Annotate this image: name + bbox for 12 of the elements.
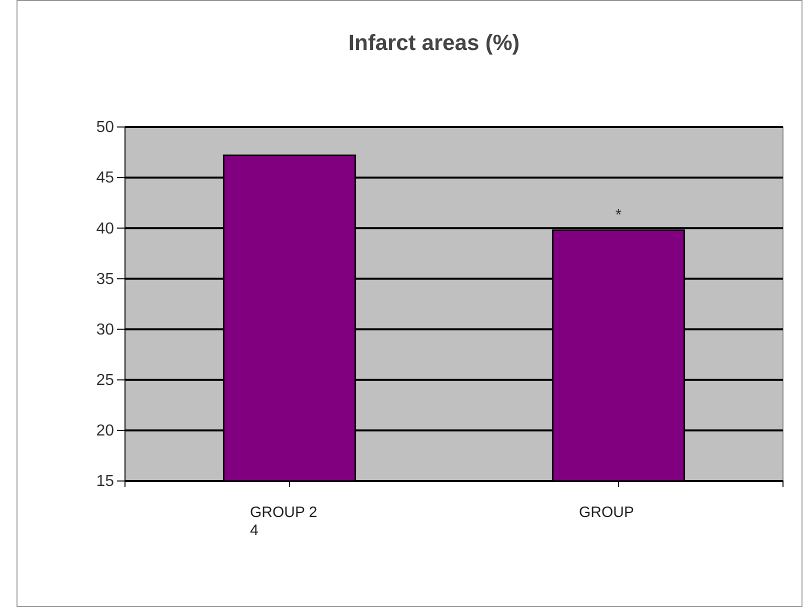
x-tick-label: GROUP 2 4 (250, 504, 318, 539)
y-tick-label: 35 (96, 270, 114, 288)
chart-title: Infarct areas (%) (348, 30, 520, 55)
annotation: * (615, 207, 622, 224)
y-tick-label: 30 (96, 321, 114, 338)
y-tick-label: 45 (96, 170, 114, 187)
y-tick-label: 40 (96, 220, 114, 238)
y-tick-label: 50 (96, 119, 114, 136)
y-tick-label: 25 (96, 372, 114, 389)
y-tick-label: 15 (96, 473, 114, 490)
y-tick-label: 20 (96, 422, 114, 440)
x-tick-label: GROUP (579, 504, 634, 521)
